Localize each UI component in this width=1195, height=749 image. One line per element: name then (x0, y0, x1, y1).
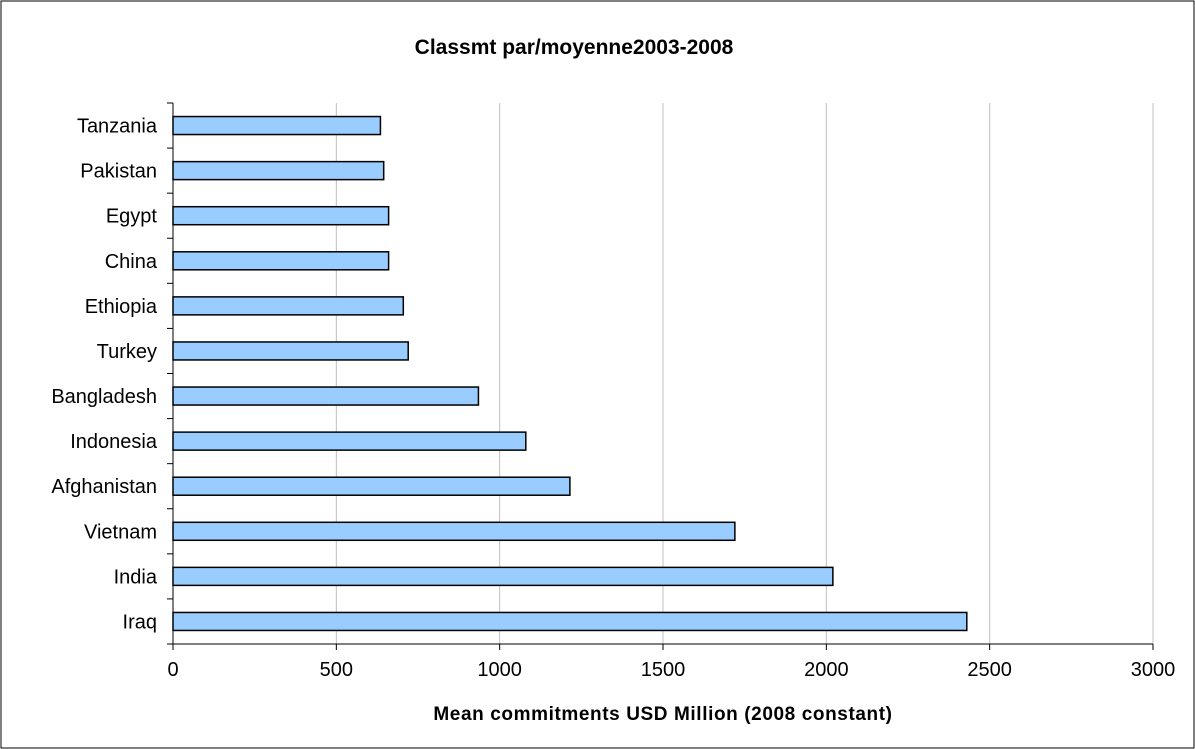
x-tick-label: 500 (320, 659, 353, 681)
bar-indonesia (172, 431, 527, 451)
category-label: Bangladesh (51, 386, 157, 408)
bar-ethiopia (172, 296, 405, 316)
bar-afghanistan (172, 476, 571, 496)
category-label: Tanzania (77, 116, 158, 138)
category-label: Vietnam (84, 521, 157, 543)
category-label: Afghanistan (51, 476, 157, 498)
x-tick-label: 1500 (641, 659, 686, 681)
bar-china (172, 251, 390, 271)
category-labels: Tanzania Pakistan Egypt China Ethiopia Turkey… (51, 116, 158, 634)
category-label: India (114, 566, 158, 588)
bar-pakistan (172, 160, 385, 181)
x-tick-label: 2500 (967, 659, 1012, 681)
axes (167, 102, 1154, 650)
category-label: Ethiopia (85, 296, 158, 318)
x-tick-labels: 0 500 1000 1500 2000 2500 3000 (167, 659, 1175, 681)
x-tick-label: 1000 (477, 659, 522, 681)
category-label: Iraq (123, 611, 157, 633)
bar-tanzania (172, 115, 382, 136)
bar-iraq (172, 611, 968, 632)
x-tick-label: 2000 (804, 659, 849, 681)
category-label: Pakistan (80, 161, 157, 183)
category-label: China (105, 251, 158, 273)
bar-india (172, 566, 834, 587)
x-tick-label: 0 (167, 659, 178, 681)
bar-vietnam (172, 521, 736, 542)
bar-bangladesh (172, 386, 480, 406)
bar-egypt (172, 205, 390, 226)
grid-lines (335, 103, 1154, 644)
x-axis-title: Mean commitments USD Million (2008 const… (433, 704, 892, 725)
bar-turkey (172, 341, 409, 361)
category-label: Turkey (97, 341, 157, 363)
chart-title: Classmt par/moyenne2003-2008 (415, 36, 734, 59)
category-label: Egypt (106, 206, 158, 228)
category-label: Indonesia (70, 431, 158, 453)
x-tick-label: 3000 (1131, 659, 1176, 681)
